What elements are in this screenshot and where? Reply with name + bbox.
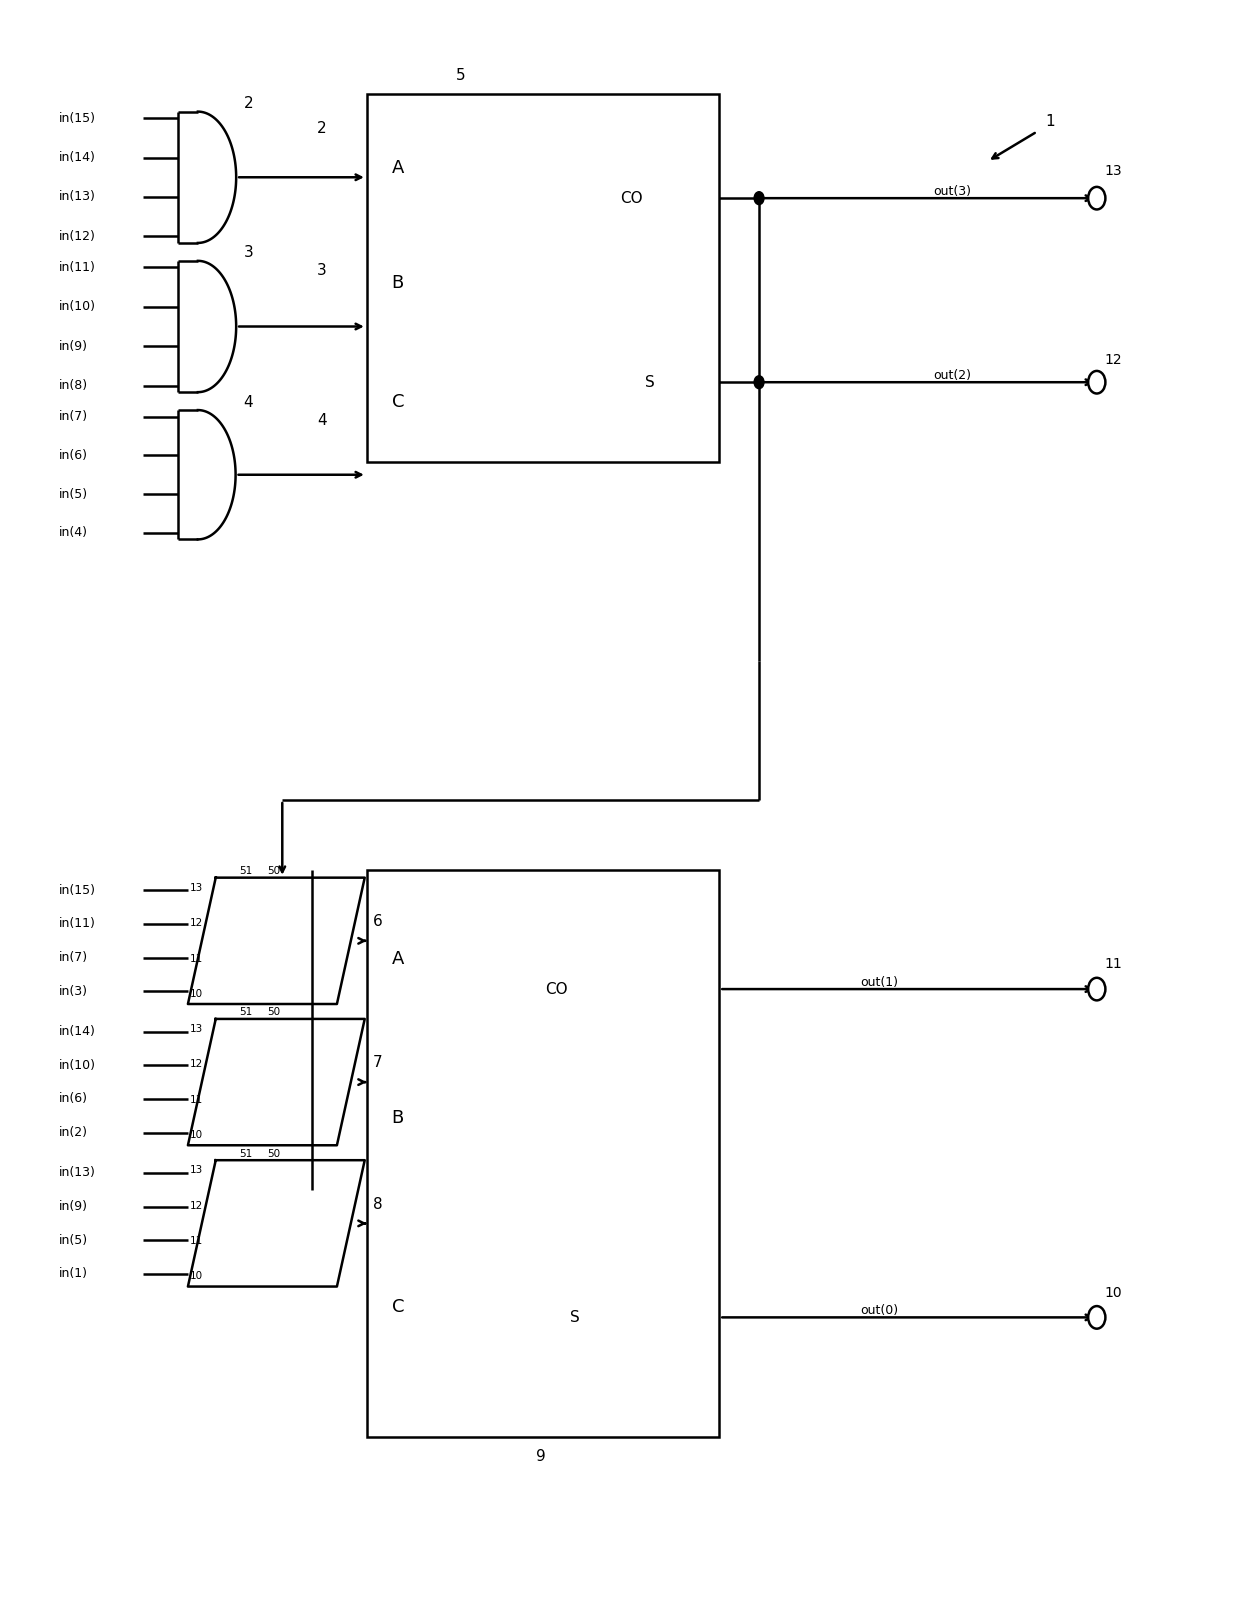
Text: 12: 12 [190, 1059, 203, 1069]
Text: in(14): in(14) [58, 1025, 95, 1038]
Text: in(10): in(10) [58, 300, 95, 313]
Text: 51: 51 [239, 1007, 252, 1017]
Text: 6: 6 [373, 913, 382, 929]
Circle shape [754, 376, 764, 389]
Text: CO: CO [620, 191, 642, 206]
Text: in(7): in(7) [58, 950, 88, 963]
Circle shape [1089, 187, 1105, 209]
Text: 2: 2 [317, 122, 326, 136]
Text: B: B [392, 274, 404, 292]
Text: 12: 12 [190, 1200, 203, 1210]
Text: in(11): in(11) [58, 918, 95, 931]
Text: in(13): in(13) [58, 1166, 95, 1179]
Text: 4: 4 [317, 412, 326, 428]
Bar [367, 94, 719, 462]
Text: out(1): out(1) [861, 976, 898, 989]
Text: in(7): in(7) [58, 410, 88, 423]
Text: out(0): out(0) [861, 1304, 899, 1317]
Text: 10: 10 [190, 1131, 203, 1140]
Circle shape [1089, 371, 1105, 394]
Text: 12: 12 [190, 918, 203, 928]
Text: in(15): in(15) [58, 112, 95, 125]
Text: 10: 10 [190, 1272, 203, 1281]
Text: in(10): in(10) [58, 1059, 95, 1072]
Text: out(3): out(3) [932, 185, 971, 198]
Text: 51: 51 [239, 866, 252, 876]
Text: 3: 3 [244, 245, 254, 260]
Text: in(9): in(9) [58, 1200, 88, 1213]
Circle shape [1089, 1306, 1105, 1328]
Text: 1: 1 [1045, 114, 1055, 130]
Text: A: A [392, 159, 404, 177]
Text: 11: 11 [190, 1236, 203, 1246]
Text: 13: 13 [190, 882, 203, 892]
Text: out(2): out(2) [932, 370, 971, 383]
Text: 10: 10 [1105, 1286, 1122, 1299]
Text: 9: 9 [536, 1448, 546, 1465]
Text: 13: 13 [1105, 164, 1122, 178]
Text: B: B [392, 1109, 404, 1127]
Text: in(3): in(3) [58, 985, 88, 998]
Text: in(6): in(6) [58, 1093, 88, 1106]
Text: in(15): in(15) [58, 884, 95, 897]
Circle shape [1089, 978, 1105, 1001]
Text: 10: 10 [190, 989, 203, 999]
Text: S: S [570, 1311, 580, 1325]
Text: in(4): in(4) [58, 527, 88, 540]
Text: 50: 50 [267, 1148, 280, 1158]
Text: 50: 50 [267, 1007, 280, 1017]
Text: in(14): in(14) [58, 151, 95, 164]
Text: C: C [392, 393, 404, 410]
Text: in(13): in(13) [58, 190, 95, 203]
Text: 12: 12 [1105, 354, 1122, 367]
Text: in(5): in(5) [58, 1234, 88, 1247]
Text: in(9): in(9) [58, 339, 88, 352]
Text: in(6): in(6) [58, 449, 88, 462]
Text: 11: 11 [190, 954, 203, 963]
Text: 11: 11 [190, 1095, 203, 1105]
Text: A: A [392, 950, 404, 968]
Text: C: C [392, 1299, 404, 1317]
Text: 4: 4 [243, 394, 253, 409]
Circle shape [754, 191, 764, 204]
Text: 13: 13 [190, 1165, 203, 1176]
Text: S: S [645, 375, 655, 389]
Text: 2: 2 [244, 96, 254, 110]
Text: in(12): in(12) [58, 230, 95, 243]
Text: 8: 8 [373, 1197, 382, 1212]
Text: 7: 7 [373, 1056, 382, 1071]
Text: 50: 50 [267, 866, 280, 876]
Text: in(8): in(8) [58, 380, 88, 393]
Bar [367, 869, 719, 1437]
Text: 11: 11 [1105, 957, 1122, 972]
Text: in(11): in(11) [58, 261, 95, 274]
Text: 5: 5 [456, 68, 466, 83]
Text: in(5): in(5) [58, 488, 88, 501]
Text: CO: CO [546, 981, 568, 996]
Text: in(2): in(2) [58, 1126, 88, 1139]
Text: 3: 3 [317, 263, 327, 279]
Text: 13: 13 [190, 1023, 203, 1035]
Text: in(1): in(1) [58, 1267, 88, 1280]
Text: 51: 51 [239, 1148, 252, 1158]
